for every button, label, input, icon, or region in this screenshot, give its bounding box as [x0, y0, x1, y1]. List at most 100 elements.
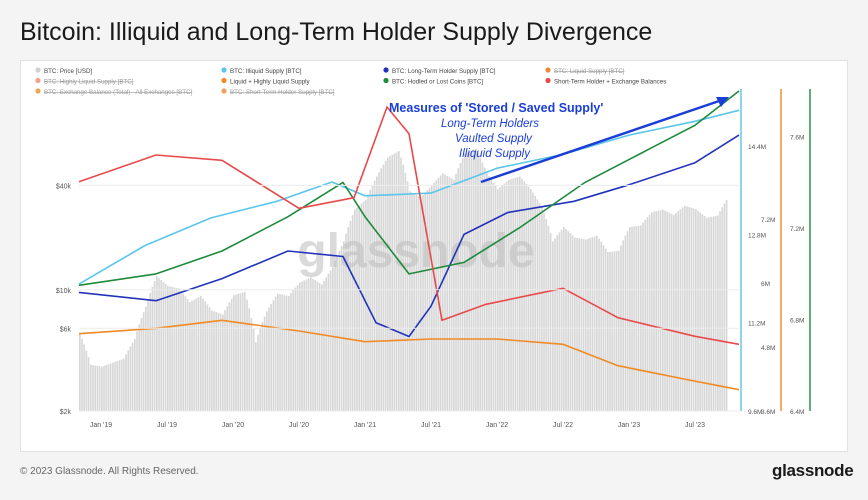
price-bar	[662, 209, 664, 411]
price-bar	[285, 295, 288, 411]
price-bar	[248, 308, 251, 411]
price-bar	[180, 290, 182, 411]
price-bar	[618, 250, 620, 411]
price-bar	[514, 177, 517, 411]
price-bar	[492, 182, 495, 411]
price-bar	[545, 218, 548, 411]
legend-item: BTC: Long-Term Holder Supply [BTC]	[383, 67, 496, 75]
price-bar	[367, 194, 369, 411]
chart-svg: BTC: Price [USD] BTC: Illiquid Supply [BT…	[35, 67, 811, 429]
price-bar	[182, 293, 185, 411]
price-bar	[391, 154, 394, 411]
price-bar	[582, 239, 585, 411]
price-bar	[679, 209, 682, 411]
price-bar	[373, 180, 376, 411]
price-bar	[303, 280, 306, 411]
price-bar	[90, 364, 92, 411]
price-bar	[85, 350, 88, 411]
price-bar	[246, 299, 248, 411]
price-bar	[631, 226, 633, 411]
price-bar	[681, 207, 684, 411]
legend-label: BTC: Liquid Supply [BTC]	[554, 68, 625, 75]
y-axis-hodled-coins: 6.4M 6.8M 7.2M 7.6M	[790, 89, 811, 416]
x-tick-label: Jul '20	[289, 422, 309, 429]
price-bar	[314, 280, 317, 411]
price-bar	[404, 172, 407, 411]
price-bar	[281, 294, 284, 411]
price-bar	[501, 185, 504, 411]
price-bar	[98, 366, 101, 411]
price-bar	[653, 211, 655, 411]
price-bar	[486, 173, 488, 411]
legend-swatch	[383, 77, 389, 84]
price-bar	[277, 293, 279, 411]
legend-swatch	[35, 88, 41, 94]
price-bar	[389, 156, 391, 411]
legend-label: BTC: Short-Term Holder Supply [BTC]	[230, 89, 335, 96]
price-bar	[169, 286, 171, 411]
price-bar	[325, 277, 328, 411]
legend-swatch	[35, 77, 41, 84]
price-bar	[413, 193, 416, 411]
series-lines	[78, 90, 740, 391]
series-line	[78, 109, 740, 285]
price-bar	[345, 233, 347, 411]
annotation-heading: Measures of 'Stored / Saved Supply'	[389, 101, 603, 115]
price-bar	[193, 299, 196, 411]
price-bar	[497, 189, 499, 411]
price-bar	[475, 148, 477, 411]
price-bar	[189, 302, 191, 411]
price-bar	[393, 153, 396, 411]
price-bar	[642, 222, 644, 411]
price-bar	[624, 235, 627, 411]
price-bar	[420, 197, 422, 411]
price-bar	[670, 213, 673, 411]
price-bar	[591, 237, 594, 411]
annotation-line-2: Vaulted Supply	[455, 133, 533, 145]
price-bar	[365, 199, 367, 411]
series-line	[78, 134, 740, 338]
price-bar	[664, 210, 666, 411]
price-bar	[541, 207, 543, 411]
x-tick-label: Jul '23	[685, 422, 705, 429]
y-tick-label: 6.8M	[790, 318, 804, 325]
price-bar	[164, 283, 167, 411]
price-bar	[149, 292, 152, 411]
price-bar	[534, 195, 537, 411]
price-bar	[415, 194, 418, 411]
price-bar	[332, 267, 334, 411]
price-bar	[525, 183, 528, 411]
price-bar	[107, 364, 110, 411]
price-bar	[554, 238, 556, 411]
y-axis-illiquid-supply: 9.6M 11.2M 12.8M 14.4M	[740, 89, 766, 416]
price-bar	[659, 210, 662, 411]
legend-swatch	[545, 67, 551, 73]
price-bar	[92, 365, 94, 411]
price-bar	[378, 172, 380, 411]
y-axis-liquid-supply: 3.6M 4.8M 6M 7.2M	[761, 89, 782, 416]
price-bar	[101, 366, 103, 411]
price-bar	[387, 157, 389, 411]
price-bar	[105, 365, 108, 411]
price-bar	[521, 178, 523, 411]
price-bar	[384, 160, 387, 411]
price-bar	[697, 210, 699, 411]
price-bar	[481, 162, 484, 411]
price-bar	[369, 189, 372, 411]
price-bar	[266, 311, 268, 411]
legend-swatch	[545, 77, 551, 84]
price-bar	[411, 192, 413, 411]
y-tick-label: 6.4M	[790, 409, 804, 416]
price-bar	[292, 290, 295, 411]
legend: BTC: Price [USD] BTC: Illiquid Supply [BT…	[35, 67, 666, 96]
price-bar	[714, 215, 717, 411]
price-bar	[574, 237, 576, 411]
legend-item: Liquid + Highly Liquid Supply	[221, 77, 311, 86]
price-bar	[239, 293, 242, 411]
price-bar	[151, 286, 154, 411]
y-axis-price: $2k $6k $10k $40k	[56, 183, 72, 416]
price-bar	[589, 237, 592, 411]
footer-copyright: © 2023 Glassnode. All Rights Reserved.	[20, 466, 199, 477]
price-bar	[162, 281, 165, 411]
legend-label: BTC: Price [USD]	[44, 68, 92, 75]
